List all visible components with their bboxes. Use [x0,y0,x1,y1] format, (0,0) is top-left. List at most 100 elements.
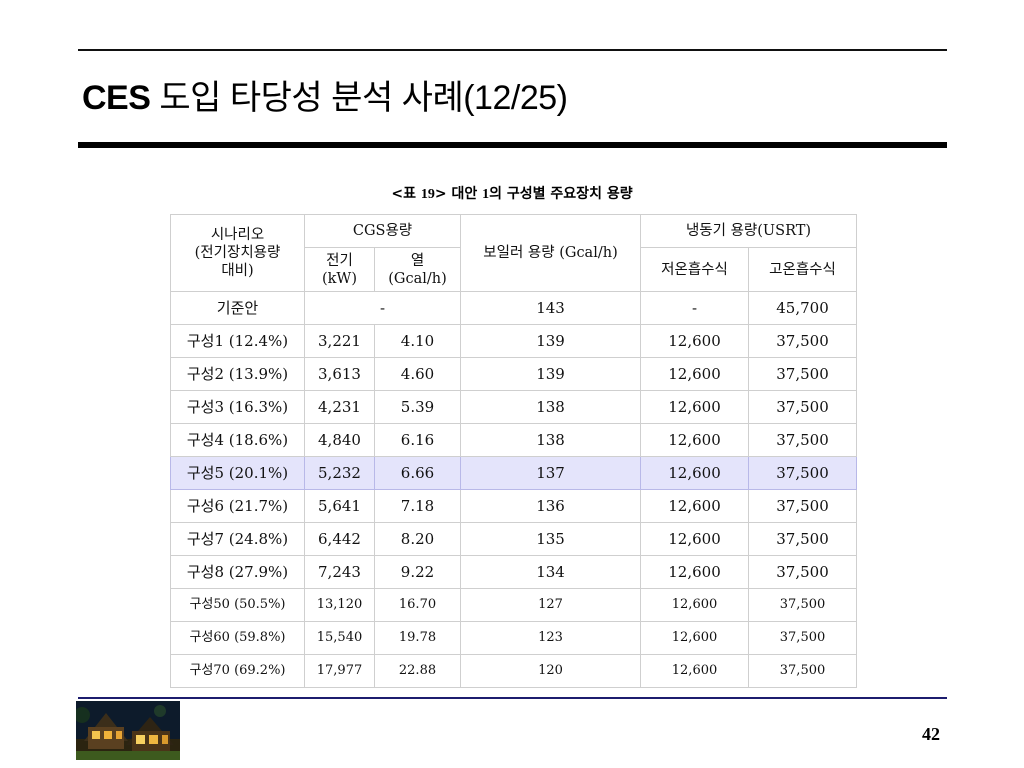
cell-chiller-low: 12,600 [640,555,750,589]
table-row: 구성70 (69.2%) 17,977 22.88 120 12,600 37,500 [170,654,858,688]
cell-heat: 8.20 [373,522,462,556]
cell-scenario: 구성2 (13.9%) [170,357,305,391]
cell-scenario: 구성3 (16.3%) [170,390,305,424]
baseline-cgs: - [303,291,462,325]
bottom-rule [78,697,947,699]
cell-chiller-high: 37,500 [748,588,858,622]
table-row: 구성60 (59.8%) 15,540 19.78 123 12,600 37,500 [170,621,858,655]
table-row: 구성3 (16.3%) 4,231 5.39 138 12,600 37,500 [170,390,858,424]
cell-heat: 6.66 [373,456,462,490]
caption-mid: > 대안 [434,186,483,202]
cell-heat: 9.22 [373,555,462,589]
cell-chiller-low: 12,600 [640,588,750,622]
cell-boiler: 136 [460,489,642,523]
cell-elec: 13,120 [304,588,375,622]
header-scenario-line1: 시나리오 [210,227,265,243]
cell-boiler: 139 [460,357,642,391]
cell-boiler: 123 [460,621,642,655]
cell-chiller-high: 37,500 [748,357,858,391]
header-cgs-elec-line2: (kW) [321,270,357,287]
cell-scenario: 구성7 (24.8%) [170,522,305,556]
cell-chiller-high: 37,500 [748,555,858,589]
cell-chiller-high: 37,500 [748,654,858,688]
header-scenario-line2: (전기장치용량 [194,245,281,261]
title-suffix: (12/25) [463,79,568,117]
table-row: 구성2 (13.9%) 3,613 4.60 139 12,600 37,500 [170,357,858,391]
cell-boiler: 120 [460,654,642,688]
header-cgs-elec: 전기 (kW) [304,247,375,292]
cell-chiller-high: 37,500 [748,456,858,490]
page-number: 42 [922,724,940,744]
cell-scenario: 구성4 (18.6%) [170,423,305,457]
table-row: 구성8 (27.9%) 7,243 9.22 134 12,600 37,500 [170,555,858,589]
cell-scenario: 구성5 (20.1%) [170,456,305,490]
cell-scenario: 구성60 (59.8%) [170,621,305,655]
cell-boiler: 138 [460,423,642,457]
cell-scenario: 구성70 (69.2%) [170,654,305,688]
table-subheader-row: 전기 (kW) 열 (Gcal/h) 저온흡수식 고온흡수식 [171,247,858,292]
cell-chiller-high: 37,500 [748,390,858,424]
cell-chiller-low: 12,600 [640,357,750,391]
baseline-low: - [640,291,750,325]
header-boiler: 보일러 용량 (Gcal/h) [460,214,642,292]
cell-boiler: 139 [460,324,642,358]
header-cgs: CGS용량 [303,214,462,248]
cell-elec: 4,231 [304,390,375,424]
header-scenario-line3: 대비) [221,263,254,279]
cell-elec: 7,243 [304,555,375,589]
cell-chiller-low: 12,600 [640,324,750,358]
cell-boiler: 138 [460,390,642,424]
cell-boiler: 135 [460,522,642,556]
title-bold: CES [82,79,151,117]
cell-scenario: 구성6 (21.7%) [170,489,305,523]
cell-chiller-low: 12,600 [640,423,750,457]
table-row: 구성50 (50.5%) 13,120 16.70 127 12,600 37,500 [170,588,858,622]
baseline-boiler: 143 [460,291,642,325]
cell-chiller-high: 37,500 [748,324,858,358]
capacity-table: 시나리오 (전기장치용량 대비) CGS용량 보일러 용량 (Gcal/h) 냉… [170,214,858,688]
cell-chiller-high: 37,500 [748,621,858,655]
cell-elec: 3,613 [304,357,375,391]
cell-heat: 16.70 [373,588,462,622]
cell-scenario: 구성50 (50.5%) [170,588,305,622]
building-night-photo [76,701,180,760]
cell-elec: 5,641 [304,489,375,523]
cell-heat: 5.39 [373,390,462,424]
header-cgs-elec-line1: 전기 [326,252,353,269]
baseline-high: 45,700 [748,291,858,325]
header-chiller-low: 저온흡수식 [640,247,750,292]
caption-table-no: 19 [420,187,435,202]
cell-heat: 4.60 [373,357,462,391]
cell-heat: 7.18 [373,489,462,523]
top-rule [78,49,947,51]
cell-elec: 4,840 [304,423,375,457]
caption-alt-no: 1 [482,187,490,202]
cell-heat: 6.16 [373,423,462,457]
cell-chiller-low: 12,600 [640,390,750,424]
cell-heat: 19.78 [373,621,462,655]
cell-scenario: 구성8 (27.9%) [170,555,305,589]
cell-chiller-high: 37,500 [748,423,858,457]
cell-elec: 17,977 [304,654,375,688]
baseline-label: 기준안 [170,291,305,325]
table-caption: <표 19> 대안 1의 구성별 주요장치 용량 [0,183,1024,203]
cell-chiller-low: 12,600 [640,489,750,523]
cell-chiller-low: 12,600 [640,522,750,556]
header-cgs-heat-line2: (Gcal/h) [388,270,447,287]
table-row: 구성4 (18.6%) 4,840 6.16 138 12,600 37,500 [170,423,858,457]
table-row: 구성6 (21.7%) 5,641 7.18 136 12,600 37,500 [170,489,858,523]
caption-suffix: 의 구성별 주요장치 용량 [489,186,633,202]
header-scenario: 시나리오 (전기장치용량 대비) [170,214,305,292]
cell-chiller-low: 12,600 [640,654,750,688]
header-chiller: 냉동기 용량(USRT) [640,214,858,248]
cell-boiler: 134 [460,555,642,589]
table-row: 구성1 (12.4%) 3,221 4.10 139 12,600 37,500 [170,324,858,358]
slide-title: CES 도입 타당성 분석 사례(12/25) [82,74,568,122]
table-header-row: 시나리오 (전기장치용량 대비) CGS용량 보일러 용량 (Gcal/h) 냉… [170,214,858,292]
table-row: 구성5 (20.1%) 5,232 6.66 137 12,600 37,500 [170,456,858,490]
cell-elec: 3,221 [304,324,375,358]
cell-heat: 22.88 [373,654,462,688]
baseline-row: 기준안 - 143 - 45,700 [170,291,858,325]
title-text: 도입 타당성 분석 사례 [150,79,464,117]
title-rule [78,142,947,148]
